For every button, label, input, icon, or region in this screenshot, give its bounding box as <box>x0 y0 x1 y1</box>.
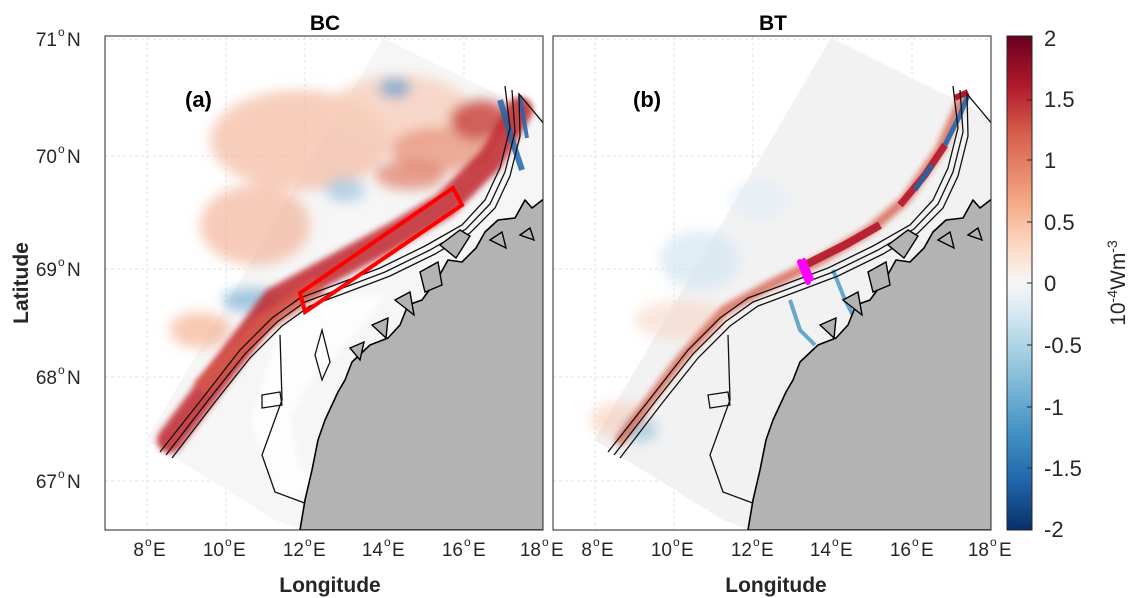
panel-a-highlight-box <box>297 185 465 316</box>
svg-text:12: 12 <box>283 540 304 561</box>
y-tick-labels: 71 o N 70 o N 69 o N 68 o N 67 o N <box>36 25 81 493</box>
colorbar-tick-neg1: -1 <box>1044 395 1064 420</box>
y-tick-67: 67 <box>36 472 57 493</box>
svg-text:o: o <box>832 535 839 549</box>
svg-text:E: E <box>233 540 246 561</box>
svg-text:16: 16 <box>890 540 911 561</box>
svg-text:12: 12 <box>731 540 752 561</box>
y-axis-label: Latitude <box>10 242 33 324</box>
svg-text:o: o <box>58 25 65 39</box>
colorbar-tick-1: 1 <box>1044 148 1056 173</box>
colorbar-tick-1.5: 1.5 <box>1044 87 1075 112</box>
svg-text:o: o <box>225 535 232 549</box>
svg-text:E: E <box>601 540 614 561</box>
svg-text:o: o <box>990 535 997 549</box>
svg-text:o: o <box>593 535 600 549</box>
svg-text:o: o <box>58 363 65 377</box>
panel-a-land <box>299 198 543 530</box>
panel-b-label: (b) <box>633 87 661 112</box>
svg-text:o: o <box>673 535 680 549</box>
y-tick-68: 68 <box>36 368 57 389</box>
svg-text:14: 14 <box>362 540 384 561</box>
svg-text:o: o <box>58 467 65 481</box>
colorbar: 2 1.5 1 0.5 0 -0.5 -1 -1.5 -2 10-4Wm-3 <box>1006 26 1130 542</box>
colorbar-tick-neg0.5: -0.5 <box>1044 333 1082 358</box>
panel-a-title: BC <box>310 12 340 35</box>
svg-text:o: o <box>753 535 760 549</box>
svg-text:o: o <box>464 535 471 549</box>
svg-text:10: 10 <box>651 540 672 561</box>
panel-b-land <box>747 198 991 530</box>
colorbar-tick-0.5: 0.5 <box>1044 210 1075 235</box>
svg-text:18: 18 <box>968 540 989 561</box>
svg-text:N: N <box>67 472 81 493</box>
svg-text:o: o <box>305 535 312 549</box>
svg-text:N: N <box>67 147 81 168</box>
svg-text:o: o <box>145 535 152 549</box>
panel-a-bc: BC (a) <box>104 12 544 531</box>
svg-text:E: E <box>313 540 326 561</box>
svg-text:E: E <box>392 540 405 561</box>
colorbar-label: 10-4Wm-3 <box>1104 240 1130 326</box>
svg-text:18: 18 <box>520 540 541 561</box>
svg-text:8: 8 <box>133 540 144 561</box>
svg-text:E: E <box>153 540 166 561</box>
colorbar-ticks <box>1027 38 1032 529</box>
svg-text:o: o <box>542 535 549 549</box>
svg-text:E: E <box>999 540 1012 561</box>
svg-text:N: N <box>67 260 81 281</box>
panel-b-title: BT <box>759 12 787 35</box>
svg-text:E: E <box>681 540 694 561</box>
colorbar-tick-neg2: -2 <box>1044 517 1064 542</box>
svg-text:N: N <box>67 368 81 389</box>
x-axis-label-left: Longitude <box>279 574 380 597</box>
svg-text:o: o <box>912 535 919 549</box>
svg-text:E: E <box>921 540 934 561</box>
panel-a-flux-field <box>170 75 510 348</box>
svg-text:o: o <box>58 255 65 269</box>
panel-a-isobath-1 <box>159 85 511 453</box>
svg-text:E: E <box>551 540 564 561</box>
svg-text:10: 10 <box>203 540 224 561</box>
svg-text:E: E <box>840 540 853 561</box>
panel-b-magenta-marker <box>797 259 811 285</box>
svg-text:N: N <box>67 30 81 51</box>
y-tick-69: 69 <box>36 260 57 281</box>
svg-text:14: 14 <box>810 540 832 561</box>
svg-text:E: E <box>473 540 486 561</box>
svg-text:16: 16 <box>442 540 463 561</box>
y-tick-71: 71 <box>36 30 57 51</box>
panel-b-bt: BT (b) <box>552 12 992 531</box>
y-tick-70: 70 <box>36 147 57 168</box>
svg-text:o: o <box>384 535 391 549</box>
svg-text:o: o <box>58 142 65 156</box>
x-axis-label-right: Longitude <box>725 574 826 597</box>
colorbar-tick-0: 0 <box>1044 271 1056 296</box>
panel-b-flux-field <box>590 180 790 442</box>
svg-text:8: 8 <box>581 540 592 561</box>
svg-text:E: E <box>761 540 774 561</box>
panel-a-label: (a) <box>185 87 212 112</box>
colorbar-tick-neg1.5: -1.5 <box>1044 456 1082 481</box>
colorbar-tick-2: 2 <box>1044 26 1056 51</box>
